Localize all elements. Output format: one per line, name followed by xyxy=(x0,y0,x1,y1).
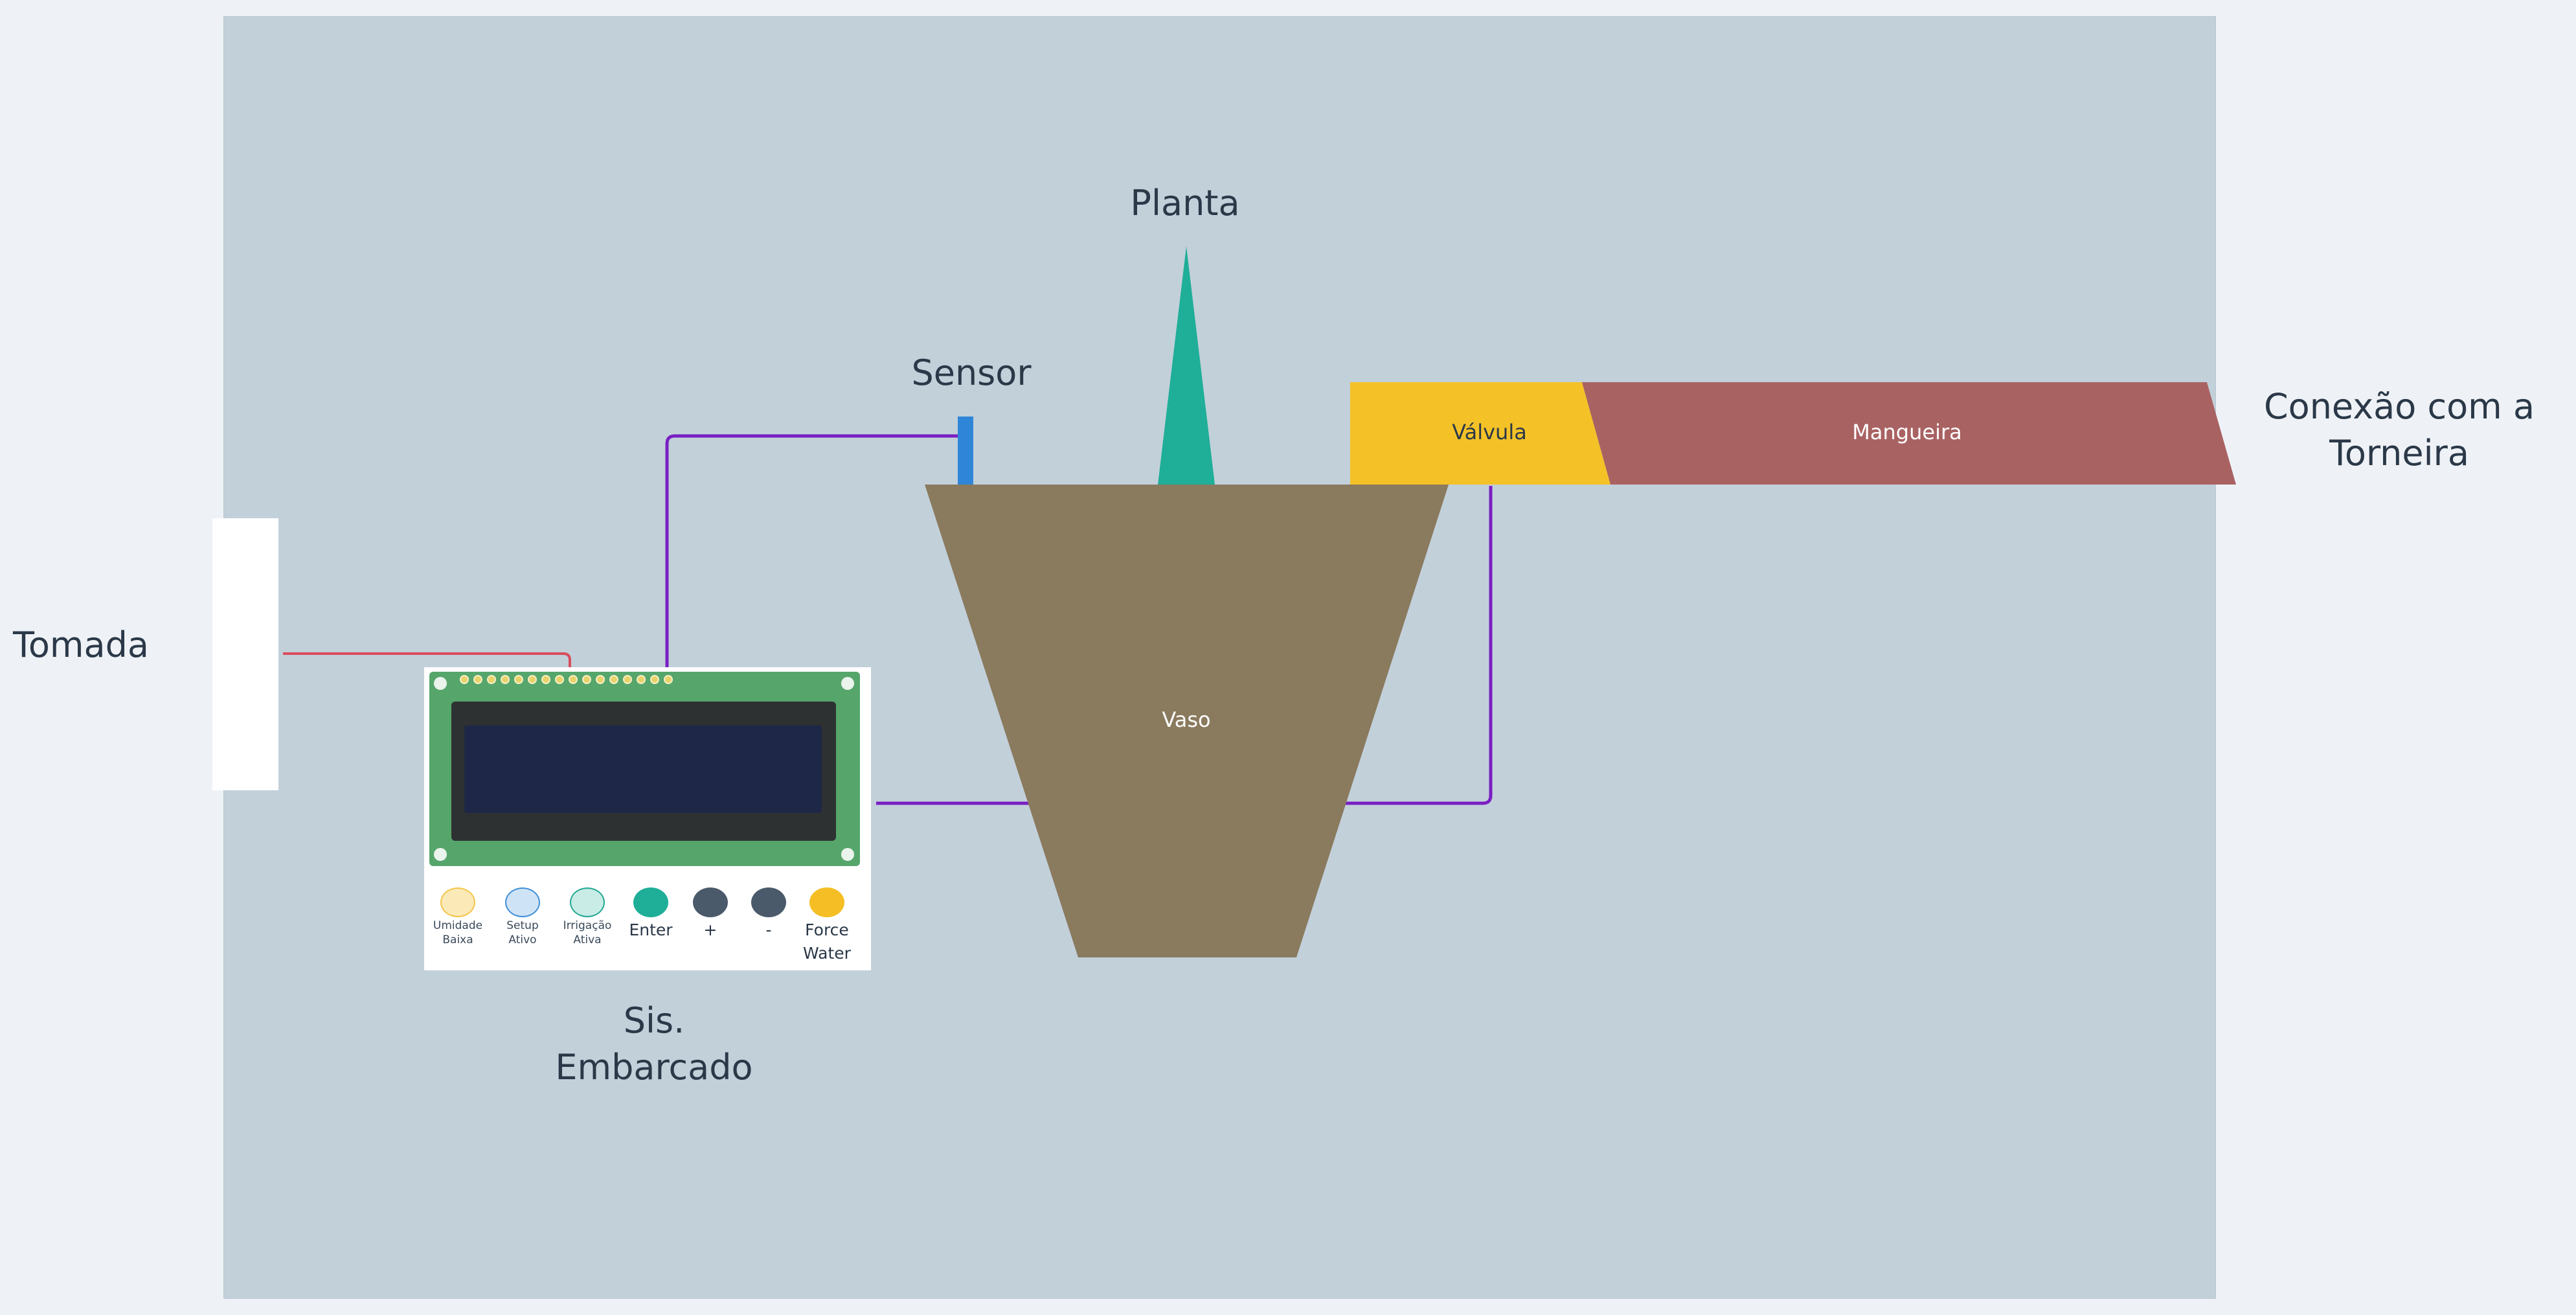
valvula-shape xyxy=(1350,382,1610,485)
header-pin xyxy=(664,675,673,684)
header-pin xyxy=(528,675,537,684)
planta-label: Planta xyxy=(1130,183,1240,223)
header-pin xyxy=(460,675,469,684)
mangueira-label: Mangueira xyxy=(1852,420,1962,444)
mount-hole xyxy=(841,677,854,690)
valvula-label: Válvula xyxy=(1452,420,1527,444)
conexao-line2: Torneira xyxy=(2329,433,2469,474)
status-led xyxy=(570,887,605,917)
led-label: Setup Ativo xyxy=(493,919,552,947)
minus-button-label: - xyxy=(765,921,772,939)
header-pin xyxy=(650,675,659,684)
led-umidade-baixa xyxy=(440,887,475,917)
force-water-button-label: Force Water xyxy=(798,919,856,965)
plant-shape xyxy=(1158,246,1215,485)
header-pin xyxy=(487,675,496,684)
minus-button[interactable] xyxy=(751,887,786,917)
enter-button-label: Enter xyxy=(629,921,673,939)
conexao-label: Conexão com a Torneira xyxy=(2228,383,2571,477)
power-socket xyxy=(212,518,278,790)
tomada-label: Tomada xyxy=(13,624,149,665)
sensor-label: Sensor xyxy=(911,352,1032,393)
sis-embarcado-label: Sis. Embarcado xyxy=(531,998,777,1091)
mangueira-shape xyxy=(1582,382,2236,485)
header-pin xyxy=(501,675,510,684)
header-pin xyxy=(623,675,632,684)
led-setup-ativo xyxy=(505,887,540,917)
header-pin xyxy=(609,675,618,684)
led-label-line1: Setup xyxy=(506,919,539,932)
force-water-button[interactable] xyxy=(809,887,844,917)
vaso-shape xyxy=(925,485,1449,957)
header-pin xyxy=(473,675,482,684)
vaso-label: Vaso xyxy=(1162,707,1211,732)
power-wire xyxy=(283,652,571,667)
lcd-screen xyxy=(464,726,822,813)
led-label-line2: Ativo xyxy=(508,933,537,946)
header-pin xyxy=(596,675,605,684)
enter-button[interactable] xyxy=(633,887,668,917)
valve-wire xyxy=(876,486,1493,805)
sis-line1: Sis. xyxy=(623,1000,685,1041)
led-label: Umidade Baixa xyxy=(429,919,487,947)
led-label-line2: Ativa xyxy=(573,933,602,946)
force-water-line1: Force xyxy=(805,921,849,939)
sensor-probe xyxy=(958,417,973,485)
status-led xyxy=(440,887,475,917)
mount-hole xyxy=(841,848,854,861)
led-label-line1: Irrigação xyxy=(563,919,612,932)
conexao-line1: Conexão com a xyxy=(2263,386,2535,427)
mount-hole xyxy=(434,848,447,861)
led-label-line1: Umidade xyxy=(433,919,483,932)
plus-button[interactable] xyxy=(693,887,728,917)
led-label-line2: Baixa xyxy=(442,933,473,946)
header-pin xyxy=(514,675,523,684)
header-pin xyxy=(582,675,591,684)
header-pin xyxy=(555,675,564,684)
header-pin xyxy=(569,675,578,684)
force-water-line2: Water xyxy=(803,944,851,963)
status-led xyxy=(505,887,540,917)
sis-line2: Embarcado xyxy=(555,1047,753,1088)
header-pin xyxy=(541,675,550,684)
plus-button-label: + xyxy=(703,921,717,939)
led-irrigacao-ativa xyxy=(570,887,605,917)
led-label: Irrigação Ativa xyxy=(558,919,616,947)
header-pin xyxy=(637,675,646,684)
sensor-wire xyxy=(665,434,960,667)
mount-hole xyxy=(434,677,447,690)
